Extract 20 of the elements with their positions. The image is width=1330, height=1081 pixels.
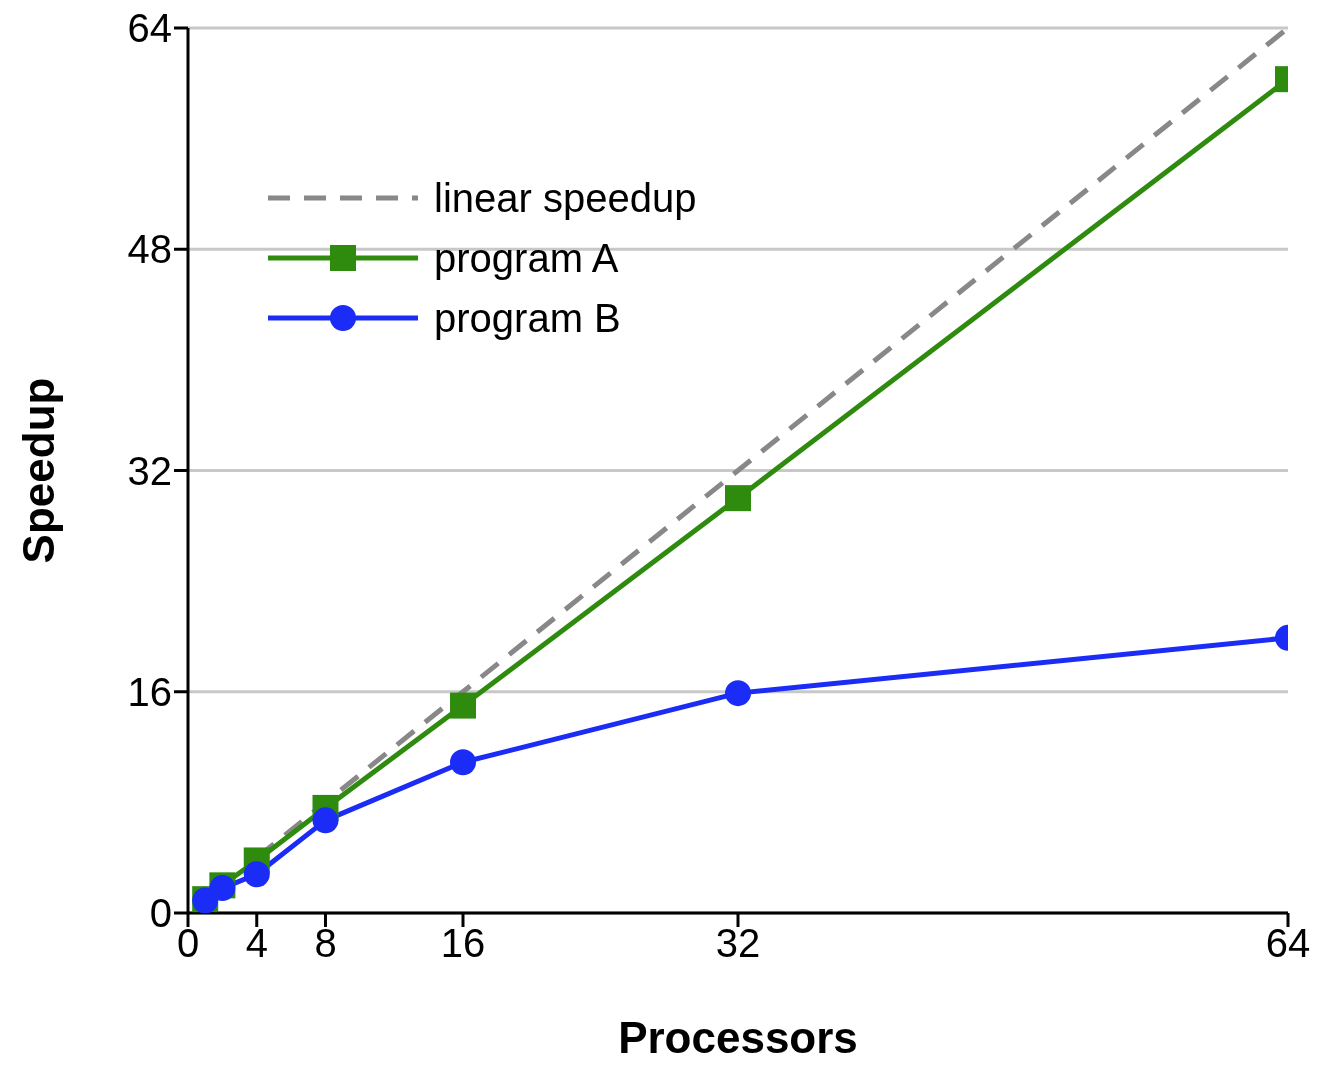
point — [450, 749, 476, 776]
point — [243, 861, 270, 888]
legend-label: program B — [434, 295, 621, 341]
y-tick-label: 48 — [127, 227, 172, 272]
y-axis-title: Speedup — [13, 377, 63, 564]
x-tick-label: 16 — [440, 921, 486, 966]
x-axis-title: Processors — [618, 1013, 858, 1062]
y-tick-label: 32 — [127, 448, 172, 493]
legend-label: program A — [434, 235, 619, 281]
y-tick-label: 16 — [127, 669, 172, 714]
y-tick-label: 64 — [127, 6, 172, 51]
point — [450, 692, 476, 719]
x-tick-label: 0 — [176, 921, 200, 966]
x-tick-label: 4 — [245, 921, 268, 966]
point — [312, 807, 339, 834]
legend-label: linear speedup — [434, 175, 697, 221]
y-tick-label: 0 — [149, 891, 172, 936]
x-tick-label: 8 — [314, 921, 337, 966]
x-tick-label: 64 — [1265, 921, 1311, 966]
x-tick-label: 32 — [715, 921, 761, 966]
